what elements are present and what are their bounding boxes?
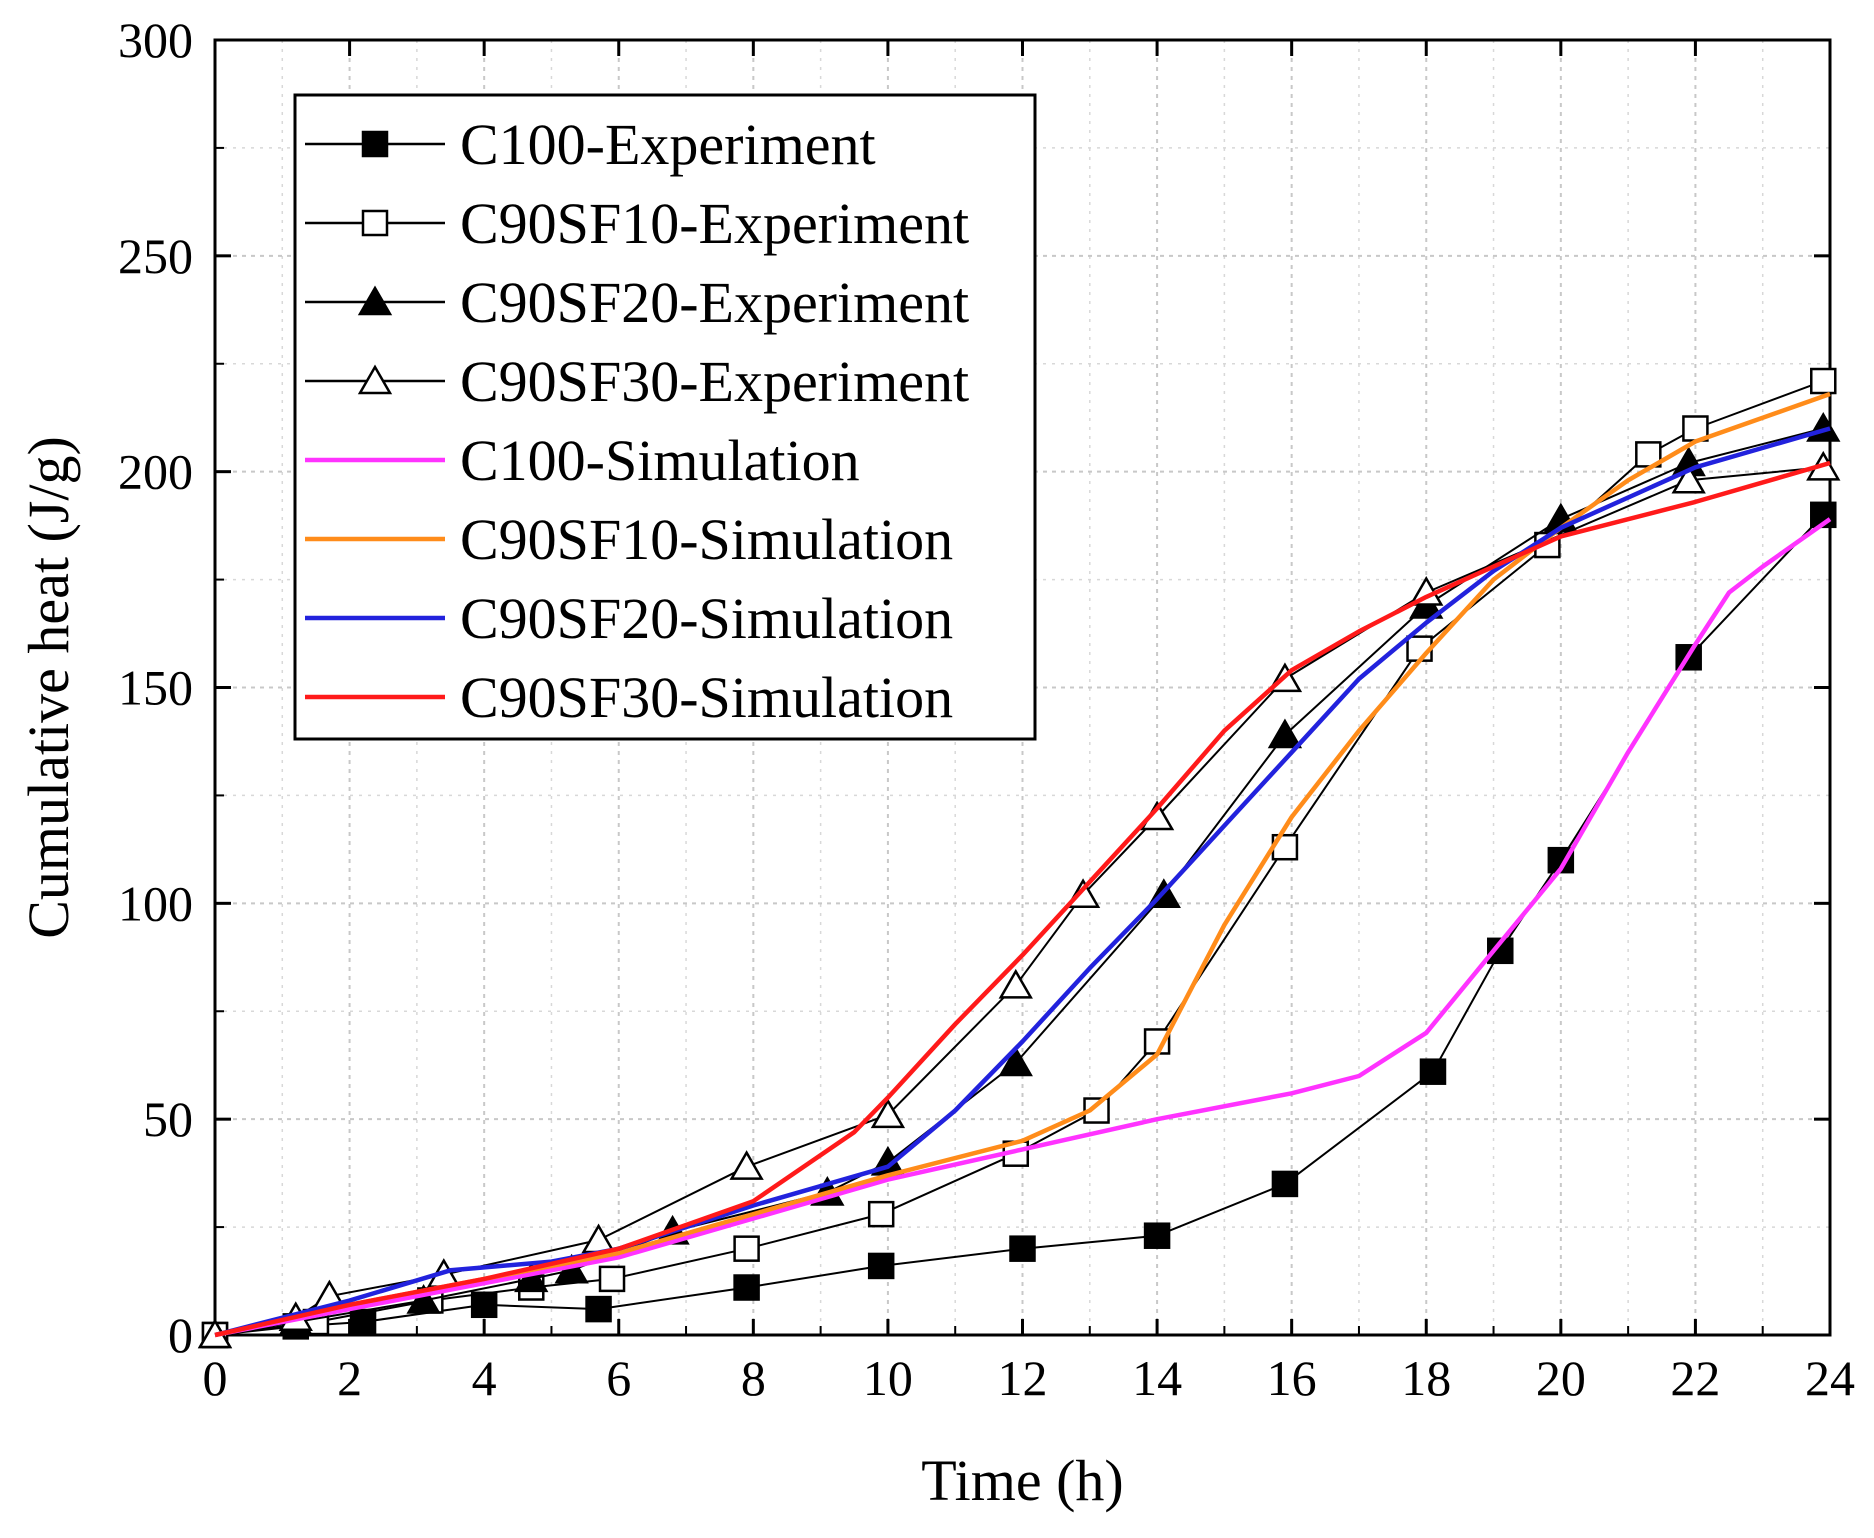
- series-line-c90sf10-simulation: [214, 391, 1831, 1338]
- legend-label: C90SF30-Experiment: [460, 349, 969, 414]
- legend-label: C90SF10-Simulation: [460, 507, 953, 572]
- x-tick-label: 24: [1805, 1350, 1855, 1406]
- x-tick-label: 18: [1401, 1350, 1451, 1406]
- series-c90sf30-simulation: [214, 460, 1831, 1338]
- y-tick-label: 300: [118, 12, 193, 68]
- legend-label: C90SF30-Simulation: [460, 665, 953, 730]
- data-point-c100-experiment: [867, 1252, 895, 1280]
- y-tick-label: 250: [118, 228, 193, 284]
- data-point-c100-experiment: [1419, 1058, 1447, 1085]
- data-point-c100-experiment: [1009, 1235, 1036, 1262]
- legend-item-c90sf20-simulation: C90SF20-Simulation: [305, 586, 953, 651]
- x-axis-title: Time (h): [921, 1448, 1124, 1513]
- data-point-c90sf10-experiment: [733, 1235, 760, 1262]
- legend-item-c90sf30-experiment: C90SF30-Experiment: [305, 349, 969, 414]
- legend-item-c100-simulation: C100-Simulation: [305, 428, 860, 493]
- y-tick-label: 0: [168, 1307, 193, 1363]
- y-tick-label: 50: [143, 1091, 193, 1147]
- legend-item-c90sf30-simulation: C90SF30-Simulation: [305, 665, 953, 730]
- data-point-c90sf30-experiment: [1671, 463, 1706, 494]
- data-point-c100-experiment: [1143, 1222, 1171, 1249]
- legend-label: C90SF20-Experiment: [460, 270, 969, 335]
- x-tick-label: 10: [863, 1350, 913, 1406]
- series-c90sf10-simulation: [214, 391, 1831, 1338]
- data-point-c90sf30-experiment: [729, 1150, 764, 1180]
- legend-item-c100-experiment: C100-Experiment: [305, 112, 876, 177]
- data-point-c90sf10-experiment: [1810, 367, 1837, 395]
- legend-item-c90sf20-experiment: C90SF20-Experiment: [305, 270, 969, 335]
- series-layer: [197, 367, 1841, 1349]
- y-tick-label: 150: [118, 660, 193, 716]
- x-tick-label: 12: [998, 1350, 1048, 1406]
- legend-label: C90SF10-Experiment: [460, 191, 969, 256]
- x-tick-label: 2: [337, 1350, 362, 1406]
- x-tick-label: 20: [1536, 1350, 1586, 1406]
- data-point-c90sf20-experiment: [998, 1046, 1033, 1077]
- data-point-c100-experiment: [470, 1291, 498, 1319]
- data-point-c90sf10-experiment: [598, 1265, 626, 1293]
- data-point-c90sf20-experiment: [406, 1283, 441, 1314]
- data-point-c100-experiment: [585, 1295, 612, 1323]
- legend-label: C90SF20-Simulation: [460, 586, 953, 651]
- x-tick-label: 0: [203, 1350, 228, 1406]
- y-tick-label: 200: [118, 444, 193, 500]
- x-tick-label: 16: [1267, 1350, 1317, 1406]
- legend-label: C100-Experiment: [460, 112, 876, 177]
- legend-marker: [361, 209, 389, 237]
- legend-box: [293, 93, 1037, 741]
- x-tick-label: 22: [1670, 1350, 1720, 1406]
- legend-marker: [357, 285, 393, 316]
- x-tick-label: 4: [472, 1350, 497, 1406]
- y-axis-title: Cumulative heat (J/g): [16, 436, 81, 939]
- legend-item-c90sf10-experiment: C90SF10-Experiment: [305, 191, 969, 256]
- series-line-c100-simulation: [214, 517, 1832, 1338]
- x-tick-label: 8: [741, 1350, 766, 1406]
- data-point-c100-experiment: [1271, 1170, 1299, 1198]
- legend: C100-Experiment C90SF10-Experiment C90SF20…: [293, 93, 1037, 741]
- x-tick-label: 14: [1132, 1350, 1182, 1406]
- data-point-c90sf20-experiment: [1267, 718, 1303, 749]
- legend-marker: [357, 364, 393, 395]
- legend-item-c90sf10-simulation: C90SF10-Simulation: [305, 507, 953, 572]
- series-c100-simulation: [214, 517, 1832, 1338]
- legend-marker: [361, 130, 389, 158]
- data-point-c90sf30-experiment: [870, 1098, 906, 1129]
- data-point-c100-experiment: [733, 1274, 760, 1301]
- series-line-c90sf30-simulation: [214, 460, 1831, 1338]
- data-point-c90sf20-experiment: [514, 1262, 549, 1293]
- data-point-c90sf10-experiment: [867, 1200, 895, 1228]
- data-point-c90sf30-experiment: [998, 968, 1033, 999]
- legend-label: C100-Simulation: [460, 428, 860, 493]
- y-tick-label: 100: [118, 875, 193, 931]
- x-tick-label: 6: [606, 1350, 631, 1406]
